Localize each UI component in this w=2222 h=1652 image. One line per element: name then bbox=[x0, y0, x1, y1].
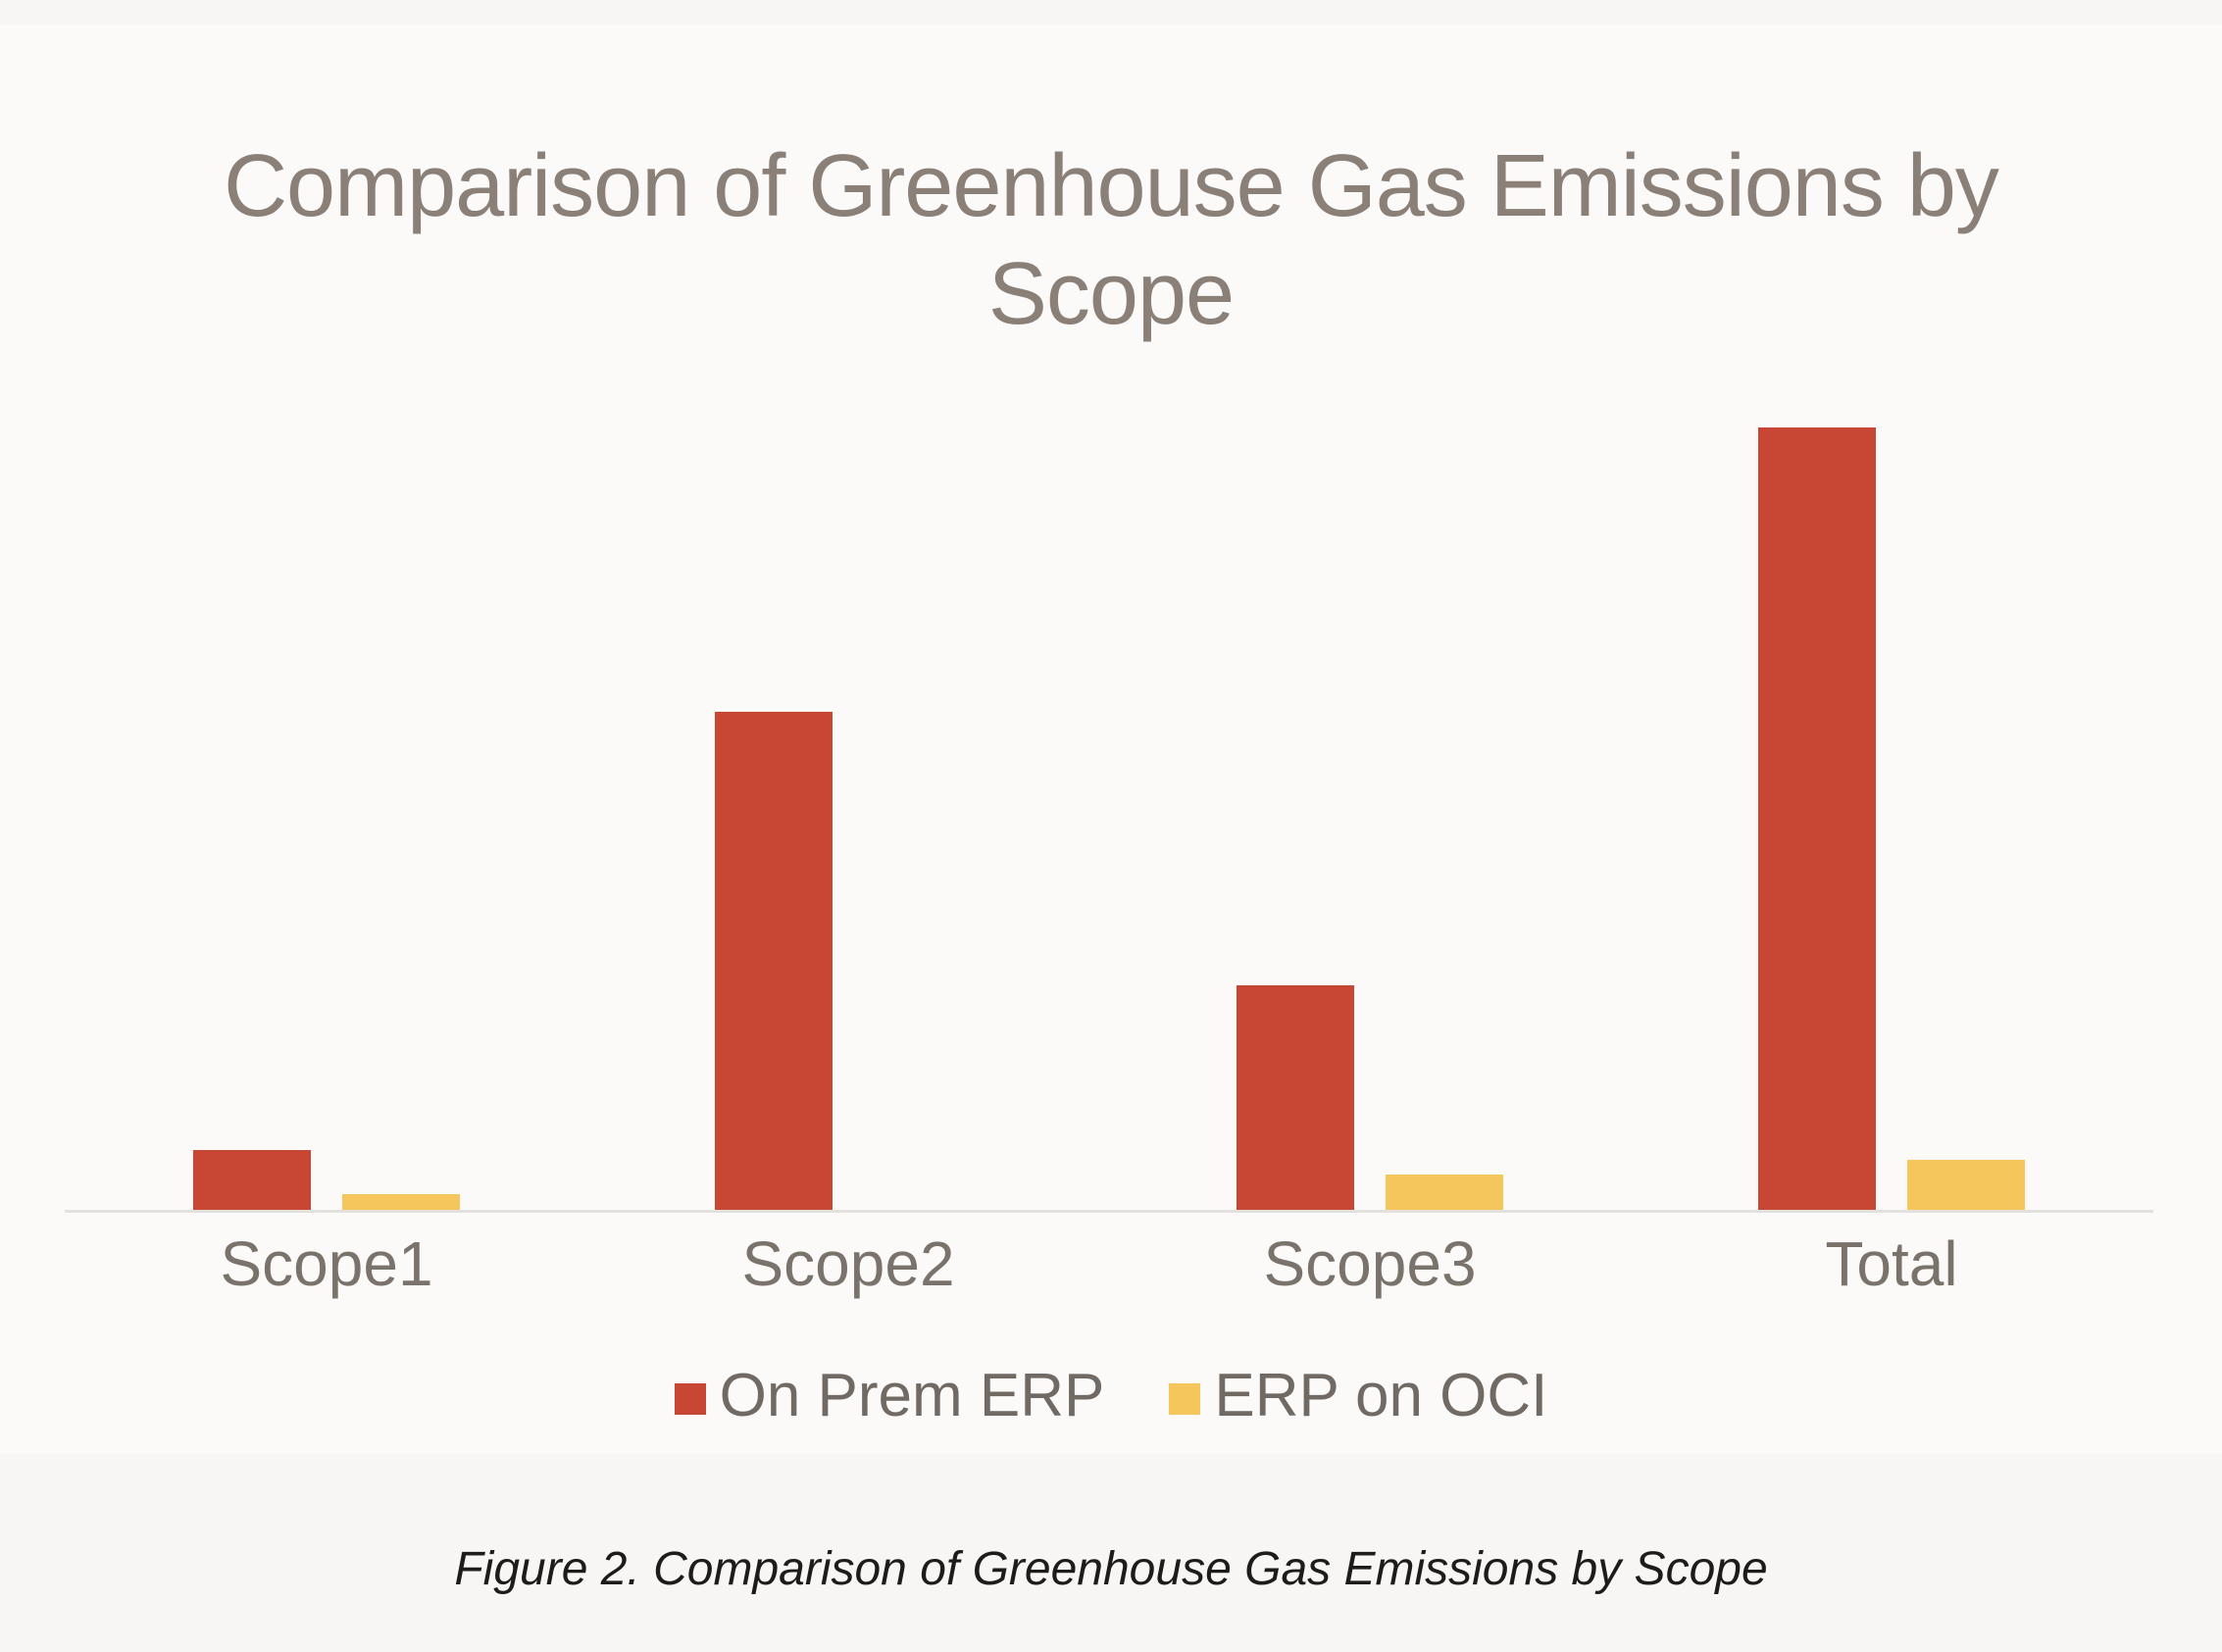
bar-erp-on-oci-total bbox=[1907, 1160, 2025, 1211]
bar-erp-on-oci-scope3 bbox=[1386, 1175, 1503, 1211]
legend-swatch-erp-on-oci-icon bbox=[1169, 1383, 1201, 1415]
bar-on-prem-erp-total bbox=[1758, 427, 1876, 1211]
chart-title-line-2: Scope bbox=[987, 245, 1235, 344]
legend-item-on-prem-erp: On Prem ERP bbox=[674, 1362, 1105, 1429]
bar-on-prem-erp-scope3 bbox=[1237, 985, 1354, 1211]
chart-title: Comparison of Greenhouse Gas Emissions b… bbox=[0, 132, 2222, 348]
x-axis-label-scope2: Scope2 bbox=[741, 1228, 955, 1299]
figure-caption: Figure 2. Comparison of Greenhouse Gas E… bbox=[454, 1543, 1768, 1595]
chart-legend: On Prem ERP ERP on OCI bbox=[0, 1366, 2222, 1427]
x-axis-line bbox=[65, 1210, 2153, 1213]
bar-on-prem-erp-scope2 bbox=[715, 712, 833, 1211]
x-axis-label-total: Total bbox=[1825, 1228, 1958, 1299]
chart-panel: Comparison of Greenhouse Gas Emissions b… bbox=[0, 25, 2222, 1454]
x-axis-label-scope1: Scope1 bbox=[220, 1228, 433, 1299]
chart-title-line-1: Comparison of Greenhouse Gas Emissions b… bbox=[224, 137, 1999, 236]
bar-erp-on-oci-scope1 bbox=[342, 1194, 460, 1211]
legend-item-erp-on-oci: ERP on OCI bbox=[1169, 1366, 1547, 1427]
plot-area: Scope1 Scope2 Scope3 Total bbox=[0, 25, 2222, 1652]
legend-swatch-on-prem-erp-icon bbox=[674, 1383, 706, 1415]
bar-on-prem-erp-scope1 bbox=[193, 1150, 311, 1211]
legend-label-erp-on-oci: ERP on OCI bbox=[1214, 1362, 1548, 1429]
x-axis-label-scope3: Scope3 bbox=[1263, 1228, 1477, 1299]
legend-label-on-prem-erp: On Prem ERP bbox=[719, 1362, 1105, 1429]
